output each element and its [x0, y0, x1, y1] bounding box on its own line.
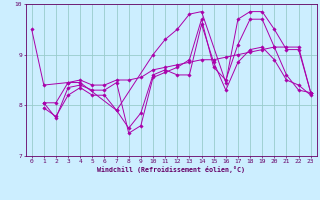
X-axis label: Windchill (Refroidissement éolien,°C): Windchill (Refroidissement éolien,°C): [97, 166, 245, 173]
